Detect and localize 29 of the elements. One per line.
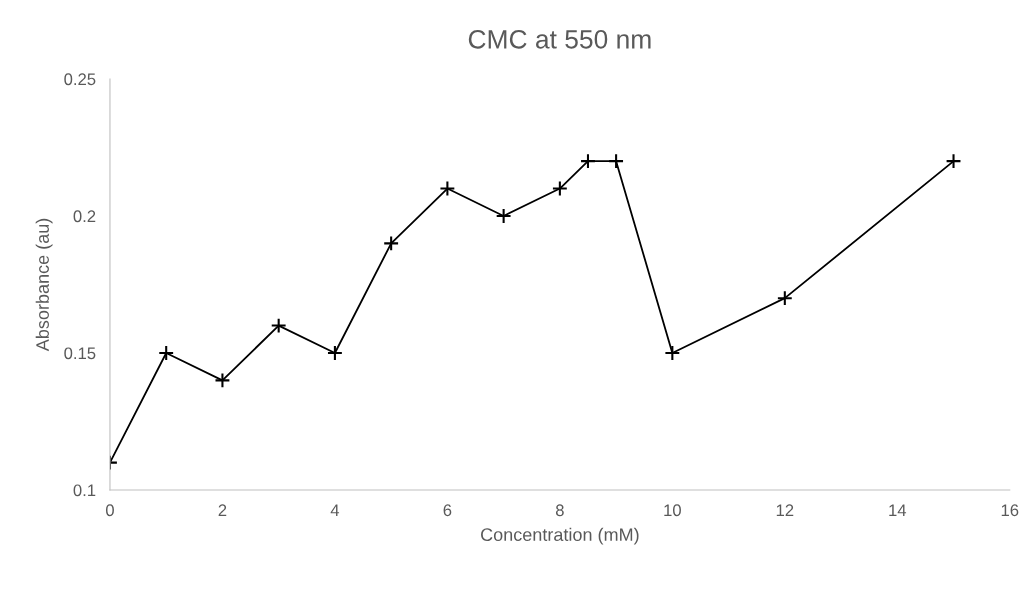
x-tick-label: 0 [105, 504, 114, 517]
point [439, 180, 456, 197]
y-tick-label: 0.1 [73, 484, 96, 497]
y-tick-label: 0.2 [73, 210, 96, 223]
point [214, 372, 231, 389]
point [945, 153, 962, 170]
point [383, 235, 400, 252]
x-tick-label: 14 [889, 504, 907, 516]
point [580, 153, 596, 170]
point [326, 344, 343, 361]
x-tick-label: 16 [1001, 504, 1019, 517]
point [664, 344, 681, 361]
y-tick-label: 0.25 [64, 73, 96, 86]
point [608, 153, 625, 170]
x-tick-label: 6 [443, 504, 452, 517]
x-tick-label: 2 [218, 504, 227, 516]
point [776, 290, 793, 307]
x-tick-label: 12 [776, 504, 794, 516]
point [158, 344, 175, 361]
x-tick-label: 8 [555, 504, 564, 517]
point [551, 180, 568, 197]
y-axis-title: Absorbance (au) [35, 218, 53, 352]
x-tick-label: 4 [330, 504, 340, 516]
point [270, 317, 287, 334]
y-tick-label: 0.15 [64, 347, 96, 360]
x-axis-title: Concentration (mM) [481, 527, 639, 545]
chart-title: CMC at 550 nm [468, 29, 651, 49]
point [495, 207, 512, 224]
x-tick-label: 10 [664, 504, 681, 517]
